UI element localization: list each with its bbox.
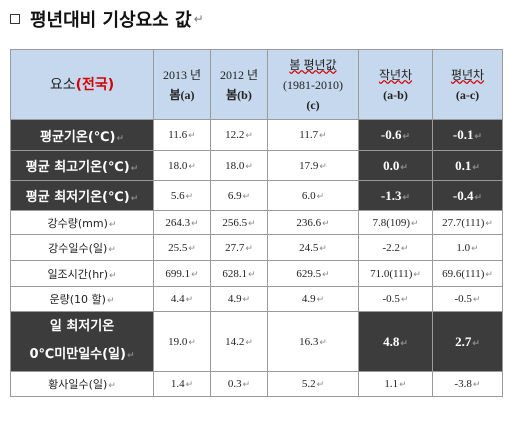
cell-2012: 14.2↵ [210, 311, 268, 372]
cell-normal: 6.0↵ [267, 180, 359, 211]
cell-diff-prev: 7.8(109)↵ [358, 210, 433, 235]
cell-2012: 0.3↵ [210, 371, 268, 397]
cell-diff-normal: 27.7(111)↵ [432, 210, 503, 235]
cell-diff-normal: 1.0↵ [432, 234, 503, 261]
cell-normal: 11.7↵ [267, 119, 359, 151]
table-row: 평균 최고기온(℃)↵ 18.0↵ 18.0↵ 17.9↵ 0.0↵ 0.1↵ [10, 150, 503, 181]
title-text: 평년대비 기상요소 값 [30, 10, 192, 31]
header-diff-normal-formula: (a-c) [455, 87, 480, 102]
cell-2012: 256.5↵ [210, 210, 268, 235]
cell-diff-prev: -2.2↵ [358, 234, 433, 261]
cell-diff-prev: 0.0↵ [358, 150, 433, 181]
header-category-highlight: (전국) [75, 76, 115, 93]
row-label: 평균 최고기온(℃)↵ [10, 150, 154, 181]
header-normal: 봄 평년값 (1981-2010) (c) [267, 49, 359, 120]
table-row: 운량(10 할)↵ 4.4↵ 4.9↵ 4.9↵ -0.5↵ -0.5↵ [10, 286, 503, 312]
cell-2013: 18.0↵ [153, 150, 211, 181]
header-normal-code: (c) [306, 97, 320, 112]
square-bullet-icon [10, 14, 20, 24]
header-row: 요소(전국) 2013 년 봄(a) 2012 년 봄(b) 봄 평년값 (19… [10, 49, 503, 120]
row-label-line2: 0℃미만일수(일) [29, 347, 126, 362]
cell-diff-normal: -0.4↵ [432, 180, 503, 211]
cell-2012: 12.2↵ [210, 119, 268, 151]
paragraph-mark: ↵ [193, 12, 204, 26]
cell-diff-normal: 0.1↵ [432, 150, 503, 181]
cell-diff-normal: 69.6(111)↵ [432, 260, 503, 287]
row-label: 일조시간(hr)↵ [10, 260, 154, 287]
cell-2013: 11.6↵ [153, 119, 211, 151]
cell-2012: 6.9↵ [210, 180, 268, 211]
cell-normal: 17.9↵ [267, 150, 359, 181]
cell-diff-normal: -0.1↵ [432, 119, 503, 151]
cell-2013: 25.5↵ [153, 234, 211, 261]
cell-2013: 1.4↵ [153, 371, 211, 397]
row-label: 평균 최저기온(℃)↵ [10, 180, 154, 211]
row-label: 일 최저기온 0℃미만일수(일)↵ [10, 311, 154, 372]
row-label: 황사일수(일)↵ [10, 371, 154, 397]
header-2013-year: 2013 년 [162, 67, 202, 82]
cell-2013: 19.0↵ [153, 311, 211, 372]
weather-comparison-table: 요소(전국) 2013 년 봄(a) 2012 년 봄(b) 봄 평년값 (19… [10, 49, 503, 397]
document-title: 평년대비 기상요소 값 ↵ [10, 6, 204, 32]
header-2012: 2012 년 봄(b) [210, 49, 268, 120]
table-row: 일조시간(hr)↵ 699.1↵ 628.1↵ 629.5↵ 71.0(111)… [10, 260, 503, 287]
header-2012-year: 2012 년 [219, 67, 259, 82]
cell-diff-prev: -0.6↵ [358, 119, 433, 151]
row-label: 강수일수(일)↵ [10, 234, 154, 261]
row-label: 강수량(mm)↵ [10, 210, 154, 235]
table-row: 평균 최저기온(℃)↵ 5.6↵ 6.9↵ 6.0↵ -1.3↵ -0.4↵ [10, 180, 503, 211]
cell-2012: 18.0↵ [210, 150, 268, 181]
header-normal-period: (1981-2010) [283, 77, 343, 92]
row-label-line1: 일 최저기온 [49, 319, 115, 334]
cell-2012: 4.9↵ [210, 286, 268, 312]
cell-normal: 629.5↵ [267, 260, 359, 287]
header-2012-season: 봄(b) [226, 87, 252, 102]
table-row: 강수량(mm)↵ 264.3↵ 256.5↵ 236.6↵ 7.8(109)↵ … [10, 210, 503, 235]
header-normal-title: 봄 평년값 [289, 57, 337, 72]
cell-normal: 5.2↵ [267, 371, 359, 397]
row-label: 운량(10 할)↵ [10, 286, 154, 312]
header-2013-season: 봄(a) [169, 87, 195, 102]
header-diff-normal-title: 평년차 [450, 67, 485, 82]
header-diff-prev: 작년차 (a-b) [358, 49, 433, 120]
cell-diff-normal: -0.5↵ [432, 286, 503, 312]
cell-normal: 24.5↵ [267, 234, 359, 261]
table-row: 평균기온(℃)↵ 11.6↵ 12.2↵ 11.7↵ -0.6↵ -0.1↵ [10, 119, 503, 151]
header-category: 요소(전국) [10, 49, 154, 120]
header-diff-prev-formula: (a-b) [383, 87, 408, 102]
row-label: 평균기온(℃)↵ [10, 119, 154, 151]
cell-2013: 699.1↵ [153, 260, 211, 287]
cell-2012: 27.7↵ [210, 234, 268, 261]
cell-diff-normal: 2.7↵ [432, 311, 503, 372]
cell-diff-normal: -3.8↵ [432, 371, 503, 397]
cell-normal: 236.6↵ [267, 210, 359, 235]
cell-diff-prev: 4.8↵ [358, 311, 433, 372]
cell-diff-prev: -0.5↵ [358, 286, 433, 312]
cell-normal: 16.3↵ [267, 311, 359, 372]
cell-diff-prev: 1.1↵ [358, 371, 433, 397]
table-row: 황사일수(일)↵ 1.4↵ 0.3↵ 5.2↵ 1.1↵ -3.8↵ [10, 371, 503, 397]
cell-2012: 628.1↵ [210, 260, 268, 287]
cell-2013: 264.3↵ [153, 210, 211, 235]
header-2013: 2013 년 봄(a) [153, 49, 211, 120]
cell-2013: 5.6↵ [153, 180, 211, 211]
header-diff-prev-title: 작년차 [378, 67, 413, 82]
cell-normal: 4.9↵ [267, 286, 359, 312]
cell-diff-prev: -1.3↵ [358, 180, 433, 211]
header-diff-normal: 평년차 (a-c) [432, 49, 503, 120]
cell-diff-prev: 71.0(111)↵ [358, 260, 433, 287]
header-category-label: 요소 [49, 76, 76, 93]
cell-2013: 4.4↵ [153, 286, 211, 312]
table-row: 강수일수(일)↵ 25.5↵ 27.7↵ 24.5↵ -2.2↵ 1.0↵ [10, 234, 503, 261]
table-row: 일 최저기온 0℃미만일수(일)↵ 19.0↵ 14.2↵ 16.3↵ 4.8↵… [10, 311, 503, 372]
